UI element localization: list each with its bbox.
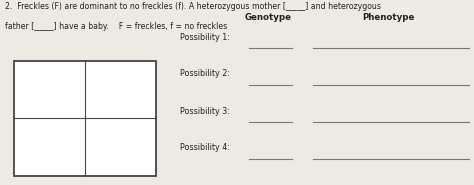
Text: Phenotype: Phenotype (363, 13, 415, 22)
FancyBboxPatch shape (14, 61, 156, 176)
Text: Possibility 3:: Possibility 3: (180, 107, 230, 115)
Text: Possibility 1:: Possibility 1: (180, 33, 230, 41)
Text: Possibility 4:: Possibility 4: (180, 144, 230, 152)
Text: 2.  Freckles (F) are dominant to no freckles (f). A heterozygous mother [_____] : 2. Freckles (F) are dominant to no freck… (5, 2, 381, 11)
Text: Possibility 2:: Possibility 2: (180, 70, 230, 78)
Text: Genotype: Genotype (244, 13, 292, 22)
Text: father [_____] have a baby.    F = freckles, f = no freckles: father [_____] have a baby. F = freckles… (5, 22, 227, 31)
